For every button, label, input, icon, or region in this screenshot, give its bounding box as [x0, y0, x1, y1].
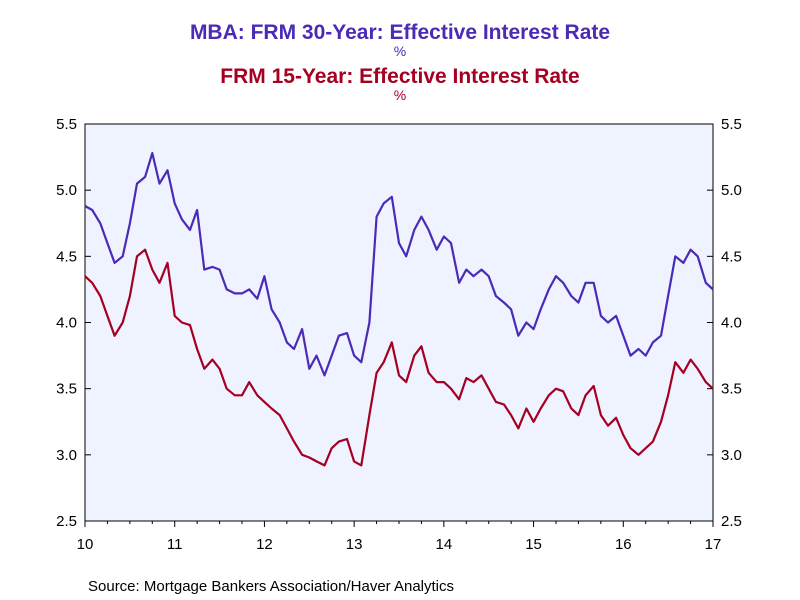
y-tick-label-right: 4.5 [721, 248, 742, 265]
x-tick-label: 11 [167, 536, 183, 553]
x-tick-label: 10 [77, 536, 94, 553]
x-tick-label: 15 [525, 536, 542, 553]
x-tick-label: 12 [256, 536, 273, 553]
x-tick-label: 13 [346, 536, 363, 553]
y-tick-label-left: 4.0 [56, 315, 77, 332]
y-tick-label-left: 3.0 [56, 447, 77, 464]
x-tick-label: 17 [705, 536, 722, 553]
chart-unit-30yr: % [393, 43, 407, 59]
x-tick-label: 14 [436, 536, 453, 553]
y-tick-label-right: 5.5 [721, 116, 742, 133]
y-tick-label-left: 5.0 [56, 182, 77, 199]
y-tick-label-left: 4.5 [56, 248, 77, 265]
y-tick-label-right: 4.0 [721, 315, 742, 332]
chart-title-15yr: FRM 15-Year: Effective Interest Rate [220, 65, 580, 88]
x-tick-label: 16 [615, 536, 632, 553]
y-tick-label-right: 5.0 [721, 182, 742, 199]
y-tick-label-right: 3.5 [721, 381, 742, 398]
series-line-15yr [84, 248, 714, 467]
series-line-30yr [84, 152, 714, 377]
y-tick-label-left: 3.5 [56, 381, 77, 398]
y-tick-label-right: 3.0 [721, 447, 742, 464]
y-tick-label-left: 2.5 [56, 513, 77, 530]
source-note: Source: Mortgage Bankers Association/Hav… [88, 578, 455, 595]
y-tick-label-right: 2.5 [721, 513, 742, 530]
y-tick-label-left: 5.5 [56, 116, 77, 133]
chart-unit-15yr: % [393, 87, 407, 103]
chart-title-30yr: MBA: FRM 30-Year: Effective Interest Rat… [189, 21, 611, 44]
